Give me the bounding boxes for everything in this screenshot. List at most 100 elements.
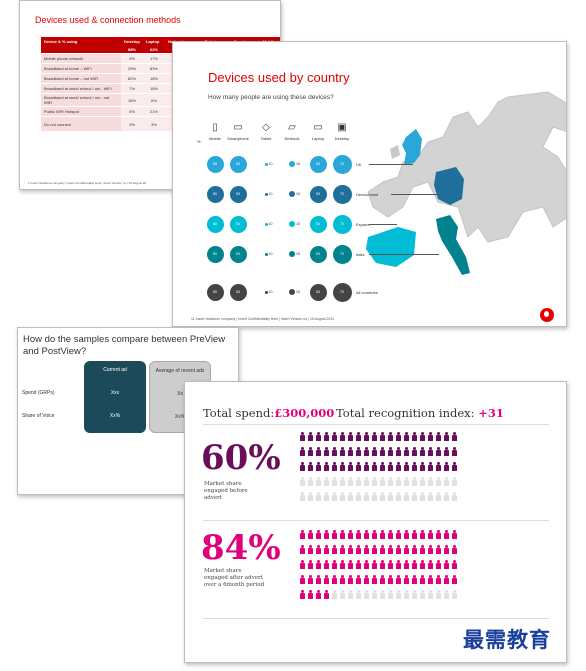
person-icon	[395, 492, 401, 501]
person-icon	[339, 560, 345, 569]
person-icon	[427, 560, 433, 569]
person-icon	[299, 560, 305, 569]
person-icon	[355, 492, 361, 501]
row-label: Broadband at home – WiFi	[41, 63, 121, 74]
data-dot: 70	[332, 154, 352, 174]
total-spend-label: Total spend:	[203, 406, 275, 420]
person-icon	[315, 545, 321, 554]
table-cell: 5%	[121, 106, 143, 117]
person-icon	[371, 590, 377, 599]
person-icon	[379, 545, 385, 554]
person-icon	[411, 432, 417, 441]
recognition-label: Total recognition index:	[336, 406, 475, 420]
person-icon	[315, 530, 321, 539]
person-icon	[443, 432, 449, 441]
person-icon	[371, 432, 377, 441]
divider	[203, 618, 549, 619]
person-icon	[307, 447, 313, 456]
person-icon	[419, 560, 425, 569]
person-icon	[323, 477, 329, 486]
person-icon	[347, 462, 353, 471]
person-icon	[403, 590, 409, 599]
person-icon	[347, 560, 353, 569]
person-icon	[363, 545, 369, 554]
slide2-footer: 11 Insert Vodafone company | Insert Conf…	[191, 317, 335, 321]
data-dot	[264, 290, 268, 294]
person-icon	[387, 477, 393, 486]
device-label: Desktop	[334, 136, 350, 141]
data-dot	[289, 289, 295, 295]
person-icon	[395, 477, 401, 486]
person-icon	[363, 432, 369, 441]
person-icon	[307, 477, 313, 486]
table-subheader: 88%	[121, 46, 143, 54]
data-dot: 70	[332, 184, 352, 204]
mobile-phone-icon: ▯	[212, 122, 218, 133]
table-subheader	[41, 46, 121, 54]
person-icon	[451, 545, 457, 554]
person-icon	[419, 477, 425, 486]
europe-map-landmass	[367, 91, 566, 243]
person-icon	[411, 447, 417, 456]
person-icon	[435, 477, 441, 486]
person-icon	[315, 462, 321, 471]
person-icon	[451, 492, 457, 501]
person-icon	[355, 530, 361, 539]
person-icon	[339, 477, 345, 486]
person-icon	[355, 560, 361, 569]
person-icon	[299, 492, 305, 501]
person-icon	[315, 560, 321, 569]
data-dot: 53	[309, 155, 327, 173]
person-icon	[411, 530, 417, 539]
person-icon	[323, 590, 329, 599]
person-icon	[379, 462, 385, 471]
data-dot: 53	[309, 245, 327, 263]
spain-region	[366, 227, 416, 267]
slide1-title: Devices used & connection methods	[35, 15, 181, 25]
row-label: Public WiFi Hotspot	[41, 106, 121, 117]
person-icon	[411, 560, 417, 569]
total-recognition: Total recognition index: +31	[336, 406, 504, 420]
person-icon	[443, 590, 449, 599]
person-icon	[363, 530, 369, 539]
person-icon	[339, 432, 345, 441]
person-icon	[443, 545, 449, 554]
vodafone-logo-icon	[540, 308, 554, 322]
connector-line	[369, 164, 413, 165]
person-icon	[323, 575, 329, 584]
total-spend-value: £300,000	[274, 406, 335, 420]
slide1-footer: 1 Insert Vodafone company | Insert Confi…	[28, 181, 147, 185]
slide3-title: How do the samples compare between PreVi…	[23, 334, 226, 357]
person-icon	[363, 590, 369, 599]
table-cell: 18%	[143, 83, 165, 94]
device-desktop: ▣ Desktop	[327, 122, 357, 141]
person-icon	[331, 575, 337, 584]
data-dot: 53	[229, 155, 247, 173]
person-icon	[395, 432, 401, 441]
watermark-logo: 最需教育	[463, 628, 551, 652]
person-icon	[379, 575, 385, 584]
data-dot: 53	[229, 185, 247, 203]
person-icon	[451, 477, 457, 486]
device-label: Netbook	[284, 136, 300, 141]
person-icon	[387, 447, 393, 456]
italy-region	[436, 215, 470, 275]
data-dot: 68	[206, 155, 224, 173]
person-icon	[403, 432, 409, 441]
person-icon	[395, 575, 401, 584]
row-label: Broadband at work/ school / uni - WiFi	[41, 83, 121, 94]
person-icon	[323, 530, 329, 539]
netbook-icon: ▱	[288, 122, 296, 133]
data-dot-label: 15	[296, 222, 300, 226]
device-netbook: ▱ Netbook	[277, 122, 307, 141]
desktop-icon: ▣	[337, 122, 347, 133]
data-dot-label: 15	[296, 192, 300, 196]
person-icon	[371, 447, 377, 456]
data-dot-label: 16	[296, 162, 300, 166]
person-icon	[403, 545, 409, 554]
person-icon	[307, 530, 313, 539]
person-icon	[443, 530, 449, 539]
data-dot: 53	[229, 215, 247, 233]
data-dot-label: 10	[268, 192, 273, 196]
person-icon	[323, 432, 329, 441]
